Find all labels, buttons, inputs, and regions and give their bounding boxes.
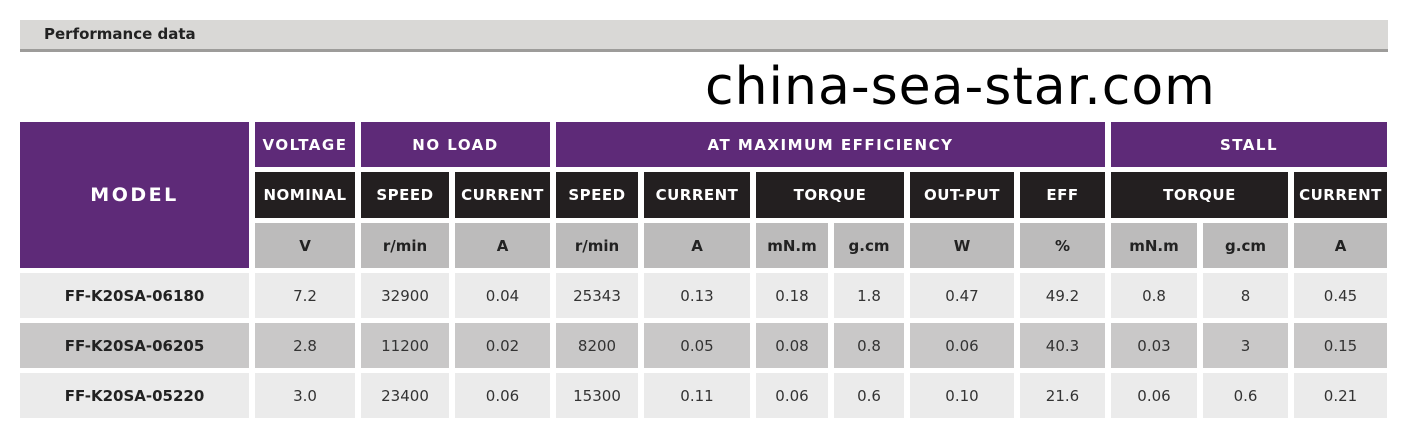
data-cell: 0.06 [910,323,1014,368]
sub-header: EFF [1020,172,1105,218]
sub-header: CURRENT [1294,172,1387,218]
no-load-header: NO LOAD [361,122,550,167]
data-cell: 0.13 [644,273,750,318]
data-cell: 23400 [361,373,449,418]
voltage-header: VOLTAGE [255,122,355,167]
sub-header: CURRENT [455,172,550,218]
stall-header: STALL [1111,122,1387,167]
data-cell: 0.6 [834,373,904,418]
data-cell: 0.05 [644,323,750,368]
model-cell: FF-K20SA-05220 [20,373,249,418]
unit-cell: A [455,223,550,268]
section-header: Performance data [20,20,1388,52]
data-cell: 1.8 [834,273,904,318]
unit-cell: A [1294,223,1387,268]
unit-cell: mN.m [756,223,828,268]
data-cell: 49.2 [1020,273,1105,318]
section-title: Performance data [44,25,196,43]
data-cell: 7.2 [255,273,355,318]
data-cell: 15300 [556,373,638,418]
sub-header: OUT-PUT [910,172,1014,218]
data-cell: 0.11 [644,373,750,418]
data-cell: 0.10 [910,373,1014,418]
sub-header: NOMINAL [255,172,355,218]
unit-cell: g.cm [834,223,904,268]
data-cell: 0.8 [834,323,904,368]
sub-header: TORQUE [756,172,904,218]
sub-header: SPEED [556,172,638,218]
max-efficiency-header: AT MAXIMUM EFFICIENCY [556,122,1105,167]
data-cell: 8200 [556,323,638,368]
data-cell: 0.15 [1294,323,1387,368]
data-cell: 21.6 [1020,373,1105,418]
unit-cell: W [910,223,1014,268]
model-cell: FF-K20SA-06205 [20,323,249,368]
model-cell: FF-K20SA-06180 [20,273,249,318]
unit-cell: V [255,223,355,268]
data-cell: 3.0 [255,373,355,418]
data-cell: 0.18 [756,273,828,318]
unit-cell: A [644,223,750,268]
unit-cell: r/min [361,223,449,268]
data-cell: 0.6 [1203,373,1288,418]
unit-cell: % [1020,223,1105,268]
data-cell: 0.04 [455,273,550,318]
unit-cell: g.cm [1203,223,1288,268]
data-cell: 0.02 [455,323,550,368]
data-cell: 0.08 [756,323,828,368]
model-header: MODEL [20,122,249,268]
performance-table: MODEL VOLTAGE NO LOAD AT MAXIMUM EFFICIE… [20,122,1387,418]
data-cell: 8 [1203,273,1288,318]
data-cell: 3 [1203,323,1288,368]
data-cell: 40.3 [1020,323,1105,368]
sub-header: SPEED [361,172,449,218]
data-cell: 0.03 [1111,323,1197,368]
data-cell: 0.06 [756,373,828,418]
data-cell: 0.8 [1111,273,1197,318]
data-cell: 0.06 [455,373,550,418]
data-cell: 0.21 [1294,373,1387,418]
data-cell: 0.06 [1111,373,1197,418]
sub-header: TORQUE [1111,172,1288,218]
data-cell: 11200 [361,323,449,368]
sub-header: CURRENT [644,172,750,218]
data-cell: 0.47 [910,273,1014,318]
data-cell: 0.45 [1294,273,1387,318]
data-cell: 2.8 [255,323,355,368]
unit-cell: mN.m [1111,223,1197,268]
data-cell: 25343 [556,273,638,318]
data-cell: 32900 [361,273,449,318]
watermark: china-sea-star.com [705,57,1216,117]
unit-cell: r/min [556,223,638,268]
